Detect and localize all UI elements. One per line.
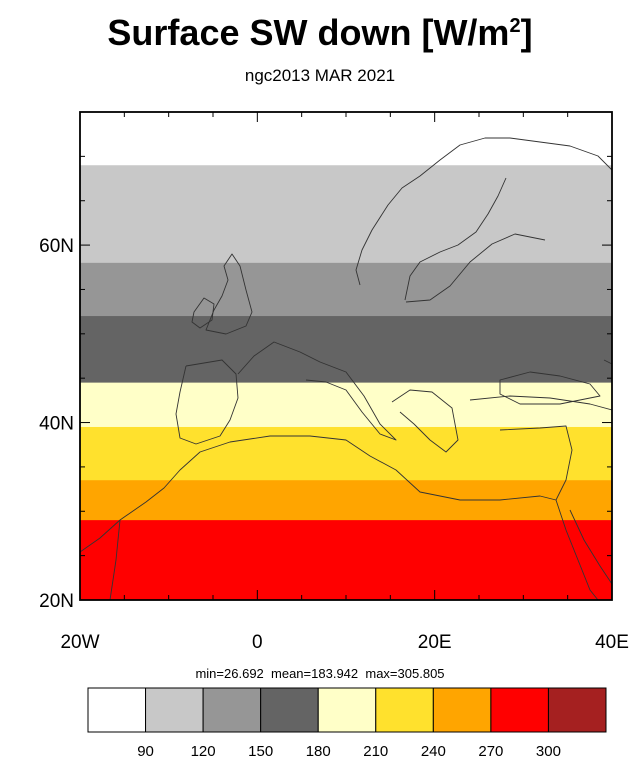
- colorbar-swatch-8: [547, 687, 607, 733]
- sw-band-4: [80, 316, 612, 384]
- sw-band-2: [80, 218, 612, 264]
- sw-band-6: [80, 426, 612, 481]
- stat-mean-value: 183.942: [311, 666, 359, 681]
- colorbar-label: 90: [137, 743, 154, 760]
- sw-band-3: [80, 262, 612, 317]
- coastline-balkans: [391, 389, 459, 453]
- coastline-levant: [499, 425, 573, 501]
- coastline-france-italy: [237, 341, 397, 441]
- colorbar-label: 210: [363, 743, 388, 760]
- coastline-finland: [404, 177, 507, 301]
- sw-band-5: [80, 382, 612, 428]
- stat-mean-label: mean=: [271, 666, 312, 681]
- colorbar-swatch-3: [260, 687, 319, 733]
- colorbar: 90 120 150 180 210 240 270 300: [87, 687, 607, 760]
- x-tick-label: 20W: [60, 632, 99, 653]
- coastline-britain: [205, 253, 253, 335]
- coastline-baltic: [405, 233, 546, 303]
- chart-title: Surface SW down [W/m2]: [107, 12, 533, 53]
- colorbar-label: 150: [248, 743, 273, 760]
- colorbar-swatch-4: [317, 687, 377, 733]
- y-tick-label: 20N: [39, 591, 74, 612]
- colorbar-swatch-0: [87, 687, 147, 733]
- colorbar-swatch-7: [490, 687, 549, 733]
- stat-max-label: max=: [365, 666, 398, 681]
- coastline-ireland: [191, 297, 215, 329]
- sw-band-0: [80, 112, 612, 166]
- colorbar-label: 120: [191, 743, 216, 760]
- colorbar-swatch-6: [432, 687, 492, 733]
- sw-band-8: [80, 520, 612, 600]
- x-tick-label: 40E: [595, 632, 629, 653]
- coastline-black-sea: [499, 371, 601, 405]
- stat-min-value: 26.692: [224, 666, 264, 681]
- colorbar-label: 300: [536, 743, 561, 760]
- coastline-turkey-levant: [469, 395, 612, 411]
- x-tick-label: 0: [252, 632, 263, 653]
- colorbar-label: 270: [478, 743, 503, 760]
- coastline-west-africa: [109, 519, 121, 600]
- stat-max-value: 305.805: [397, 666, 445, 681]
- colorbar-swatch-5: [375, 687, 434, 733]
- plot-frame: [79, 111, 613, 601]
- coastline-red-sea-east: [569, 509, 612, 585]
- coastline-caspian: [603, 359, 612, 365]
- colorbar-swatch-1: [145, 687, 204, 733]
- colorbar-swatch-2: [202, 687, 262, 733]
- colorbar-label: 240: [421, 743, 446, 760]
- sw-band-7: [80, 480, 612, 521]
- y-tick-label: 60N: [39, 236, 74, 257]
- sw-band-1: [80, 165, 612, 220]
- colorbar-label: 180: [306, 743, 331, 760]
- chart-subtitle: ngc2013 MAR 2021: [244, 66, 396, 85]
- y-tick-label: 40N: [39, 414, 74, 435]
- coastline-iberia: [175, 359, 239, 445]
- sw-field: [80, 112, 612, 600]
- field-statistics: min=26.692 mean=183.942 max=305.805: [0, 666, 640, 681]
- x-tick-label: 20E: [418, 632, 452, 653]
- axis-tick-labels: 20W 0 20E 40E 20N 40N 60N: [39, 236, 629, 653]
- coastline-scandinavia: [355, 137, 612, 286]
- coastline-north-africa: [80, 435, 557, 553]
- stat-min-label: min=: [195, 666, 225, 681]
- coastlines: [80, 137, 612, 600]
- coastline-red-sea: [555, 499, 599, 600]
